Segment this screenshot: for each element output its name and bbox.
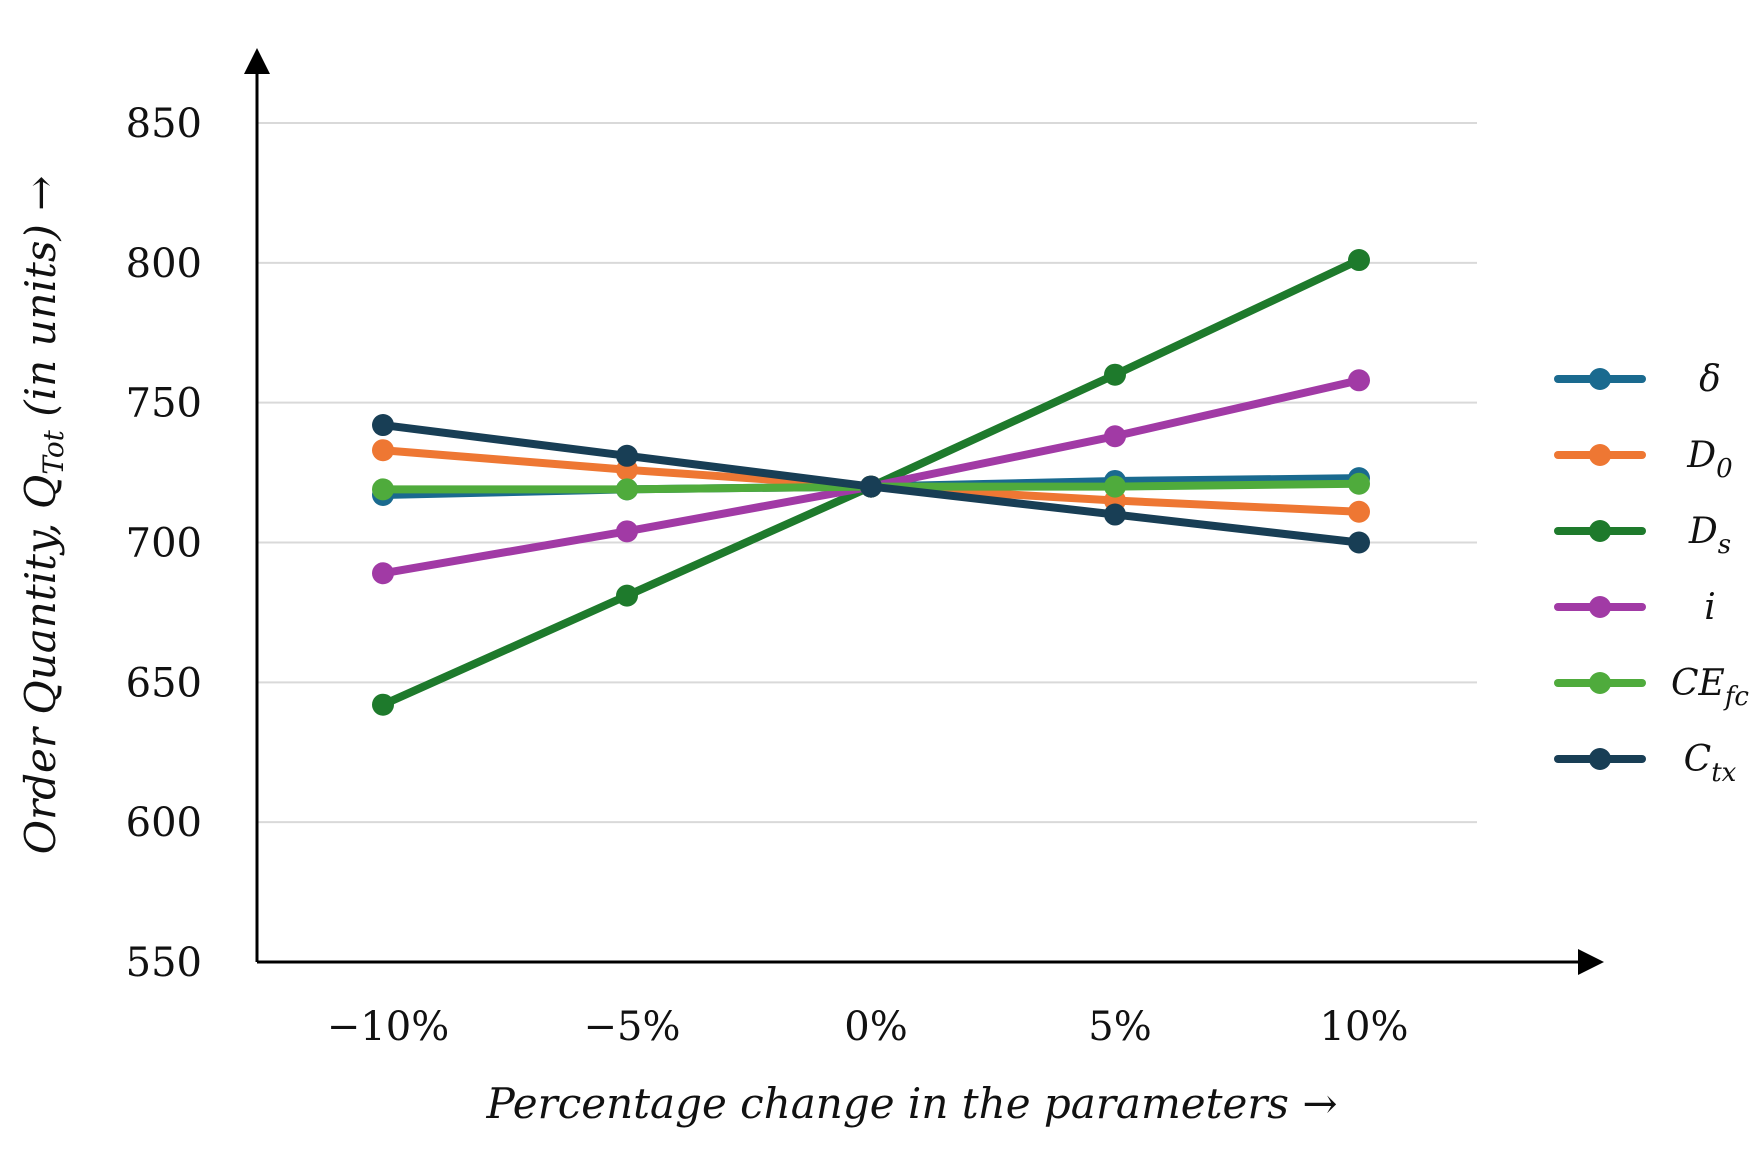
legend-item: Ds [1554,511,1731,560]
data-point [372,693,394,716]
series-lines [372,249,1370,716]
legend-label-main: CE [1671,663,1725,704]
data-point [616,520,638,543]
x-tick-label: 5% [1088,1004,1151,1050]
data-point [1348,500,1370,523]
legend-label-main: δ [1699,359,1721,400]
data-point [616,584,638,607]
data-point [372,478,394,501]
y-tick-label: 850 [126,101,202,147]
legend-label-main: D [1686,435,1716,476]
legend-label-subscript: fc [1723,682,1750,712]
legend-label-main: C [1684,739,1712,780]
legend-item: Ctx [1554,739,1737,788]
legend-label-subscript: 0 [1716,454,1733,484]
y-tick-label: 600 [126,800,202,846]
legend-label: D0 [1686,435,1732,484]
legend-swatch-marker [1589,444,1611,466]
y-axis-title-group: Order Quantity, QTot (in units) → [16,176,70,855]
legend-label-main: D [1688,511,1718,552]
x-axis-arrow [1578,949,1604,975]
data-point [1348,249,1370,272]
data-point [1104,425,1126,448]
legend-item: δ [1554,359,1721,400]
x-tick-label: 10% [1320,1004,1409,1050]
data-point [860,475,882,498]
legend-swatch-marker [1589,368,1611,390]
legend-swatch-marker [1589,520,1611,542]
y-tick-label: 700 [126,521,202,567]
y-tick-label: 750 [126,381,202,427]
data-point [1348,472,1370,495]
legend-label-main: i [1704,587,1716,628]
x-axis-title: Percentage change in the parameters → [485,1079,1337,1128]
x-tick-labels: −10% −5% 0% 5% 10% [327,1004,1409,1050]
data-point [1104,475,1126,498]
series-5 [372,414,1370,554]
y-axis-title-subscript: Tot [37,429,70,474]
legend-swatch-marker [1589,748,1611,770]
legend-label: Ds [1688,511,1731,560]
axes [244,48,1604,975]
y-tick-labels: 550 600 650 700 750 800 850 [126,101,202,986]
data-point [1348,531,1370,554]
legend-label: Ctx [1684,739,1737,788]
y-axis-arrow [244,48,270,74]
y-axis-title-symbol: Q [16,475,65,509]
y-tick-label: 800 [126,241,202,287]
legend-label: CEfc [1671,663,1749,712]
data-point [372,414,394,437]
y-axis-title: Order Quantity, QTot (in units) → [16,176,70,855]
legend-swatch-marker [1589,596,1611,618]
data-point [372,562,394,585]
legend-swatch-marker [1589,672,1611,694]
legend-item: CEfc [1554,663,1749,712]
x-tick-label: 0% [844,1004,907,1050]
legend-item: i [1554,587,1716,628]
data-point [1104,363,1126,386]
data-point [1104,503,1126,526]
legend-label-subscript: s [1718,530,1731,560]
y-axis-title-prefix: Order Quantity, [16,509,65,854]
x-tick-label: −5% [584,1004,681,1050]
legend-label-subscript: tx [1711,758,1736,788]
y-tick-label: 550 [126,940,202,986]
legend-label: i [1704,587,1716,628]
y-axis-title-suffix: (in units) → [16,176,65,430]
gridlines [257,122,1477,824]
y-tick-label: 650 [126,660,202,706]
data-point [616,444,638,467]
legend-item: D0 [1554,435,1733,484]
x-tick-label: −10% [327,1004,449,1050]
data-point [372,439,394,462]
data-point [1348,369,1370,392]
legend-label: δ [1699,359,1721,400]
data-point [616,478,638,501]
